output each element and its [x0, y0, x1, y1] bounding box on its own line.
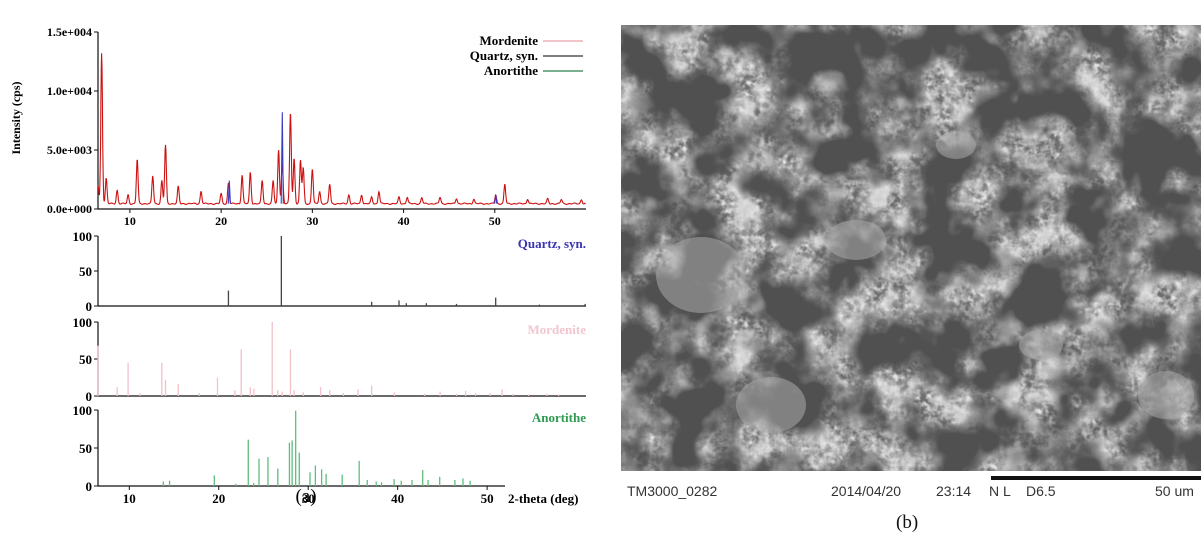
y-tick-label: 0.0e+000 — [47, 202, 92, 216]
x-tick-label: 20 — [215, 214, 227, 228]
xrd-pattern-panel: 0.0e+000 5.0e+003 1.0e+004 1.5e+004 Intensi… — [9, 25, 586, 228]
y-tick-label: 0 — [86, 299, 93, 314]
xrd-observed-line — [97, 53, 586, 205]
caption-a: (a) — [295, 486, 316, 507]
sem-image — [621, 25, 1201, 471]
x-tick-label: 50 — [481, 491, 494, 506]
sem-info-bar: TM3000_0282 2014/04/20 23:14 N L D6.5 50… — [621, 471, 1201, 507]
x-tick-label: 20 — [212, 491, 225, 506]
y-tick-label: 0 — [86, 479, 93, 494]
x-ticks: 10 20 30 40 50 — [124, 209, 501, 228]
x-tick-label: 10 — [123, 491, 136, 506]
x-tick-label: 50 — [489, 214, 501, 228]
panel-title: Anortithe — [532, 410, 586, 425]
legend-quartz: Quartz, syn. — [470, 48, 538, 63]
x-tick-label: 30 — [302, 491, 315, 506]
y-tick-label: 100 — [73, 315, 93, 330]
panel-title: Quartz, syn. — [518, 236, 586, 251]
sem-detector: D6.5 — [1026, 483, 1056, 499]
x-tick-label: 40 — [391, 491, 404, 506]
caption-b: (b) — [896, 512, 919, 533]
y-tick-label: 50 — [79, 441, 92, 456]
anortithe-reference-panel: 0 50 100 Anortithe 10 20 30 40 50 2-theta (deg) — [73, 403, 587, 506]
legend-anortithe: Anortithe — [484, 63, 538, 78]
sem-scale-bar — [991, 476, 1201, 480]
sem-micrograph — [621, 25, 1201, 471]
xrd-figure: 0.0e+000 5.0e+003 1.0e+004 1.5e+004 Intensi… — [9, 25, 587, 507]
x-axis-label: 2-theta (deg) — [508, 491, 578, 506]
legend-mordenite: Mordenite — [480, 33, 539, 48]
y-tick-label: 50 — [79, 352, 92, 367]
xrd-quartz-overlay — [227, 112, 498, 204]
y-tick-label: 100 — [73, 403, 93, 418]
y-axis-label: Intensity (cps) — [9, 81, 23, 154]
sem-time: 23:14 — [936, 483, 972, 499]
y-ticks: 0.0e+000 5.0e+003 1.0e+004 1.5e+004 — [47, 25, 98, 216]
y-tick-label: 100 — [73, 229, 93, 244]
y-tick-label: 50 — [79, 264, 92, 279]
y-tick-label: 1.0e+004 — [47, 84, 92, 98]
panel-title: Mordenite — [528, 322, 587, 337]
mordenite-reference-panel: 0 50 100 Mordenite — [73, 315, 587, 404]
quartz-reference-panel: 0 50 100 Quartz, syn. — [73, 229, 586, 314]
y-tick-label: 0 — [86, 389, 93, 404]
x-tick-label: 10 — [124, 214, 136, 228]
x-tick-label: 40 — [398, 214, 410, 228]
sem-scale-label: 50 um — [1155, 483, 1194, 499]
y-tick-label: 5.0e+003 — [47, 143, 92, 157]
sem-id-label: TM3000_0282 — [627, 483, 718, 499]
y-tick-label: 1.5e+004 — [47, 25, 92, 39]
sem-particles — [656, 131, 1194, 433]
x-tick-label: 30 — [306, 214, 318, 228]
legend: Mordenite Quartz, syn. Anortithe — [470, 33, 583, 78]
sem-mode: N L — [989, 483, 1011, 499]
sem-date: 2014/04/20 — [831, 483, 902, 499]
